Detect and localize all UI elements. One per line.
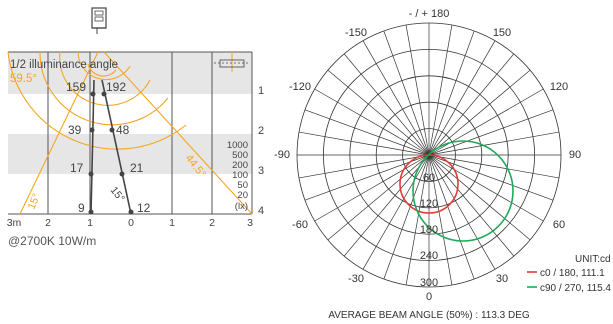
lux-value: 159 (66, 80, 86, 94)
radial-label: 240 (420, 250, 438, 262)
angle-label: -150 (345, 27, 367, 39)
x-tick: 2 (209, 217, 215, 229)
angle-label: -90 (274, 149, 290, 161)
angle-label: 150 (493, 27, 511, 39)
half-angle-label: 59.5° (10, 73, 37, 85)
distance-label: 2 (258, 125, 264, 137)
x-tick: 1 (169, 217, 175, 229)
x-ticks: 3m 2 1 0 1 2 3 (7, 217, 253, 229)
distance-label: 3 (258, 165, 264, 177)
lux-value: 21 (130, 161, 144, 175)
polar-top-label: - / + 180 (409, 8, 450, 20)
beam-angle-right: 15° (108, 184, 127, 204)
angle-label: 30 (496, 273, 508, 285)
lux-value: 12 (137, 201, 151, 215)
angle-label: 90 (569, 149, 581, 161)
distance-labels: 1 2 3 4 (258, 85, 264, 217)
angle-label: 0 (426, 291, 432, 303)
x-tick: 3 (247, 217, 253, 229)
unit-label: UNIT:cd (575, 254, 611, 265)
polar-footer: AVERAGE BEAM ANGLE (50%) : 113.3 DEG (328, 310, 530, 321)
legend-label-c0: c0 / 180, 111.1 (540, 268, 605, 279)
lux-value: 192 (106, 80, 126, 94)
angle-label: -120 (289, 81, 311, 93)
angle-label: -30 (348, 273, 364, 285)
distance-label: 4 (258, 205, 264, 217)
distance-label: 1 (258, 85, 264, 97)
polar-legend: c0 / 180, 111.1 c90 / 270, 115.4 (527, 268, 611, 294)
radial-label: 120 (420, 198, 438, 210)
lux-value: 39 (68, 123, 82, 137)
polar-curves (400, 141, 513, 241)
illuminance-diagram: 1/2 illuminance angle 59.5° 44.5° 15° 15… (7, 8, 264, 248)
lux-scale-label: (lx) (235, 201, 248, 212)
lux-value: 9 (78, 201, 85, 215)
lux-scale-label: 20 (237, 190, 248, 201)
polar-diagram: - / + 180 -150 150 -120 120 -90 90 -60 6… (274, 8, 611, 321)
x-tick: 1 (87, 217, 93, 229)
luminaire-icon (92, 8, 106, 34)
radial-label: 300 (420, 277, 438, 289)
illuminance-title: 1/2 illuminance angle (10, 59, 118, 71)
radial-label: 60 (423, 172, 435, 184)
x-tick: 0 (128, 217, 134, 229)
x-tick: 3m (7, 217, 22, 229)
angle-label: 60 (553, 219, 565, 231)
lux-value: 17 (70, 161, 84, 175)
illuminance-caption: @2700K 10W/m (8, 234, 96, 248)
lux-value: 48 (116, 123, 130, 137)
angle-label: -60 (292, 219, 308, 231)
beam-angle-left: 15° (26, 192, 43, 211)
radial-label: 180 (420, 224, 438, 236)
x-tick: 2 (45, 217, 51, 229)
legend-label-c90: c90 / 270, 115.4 (540, 283, 611, 294)
lux-scale: 1000 500 200 100 50 20 (lx) (227, 140, 248, 212)
angle-label: 120 (550, 81, 568, 93)
